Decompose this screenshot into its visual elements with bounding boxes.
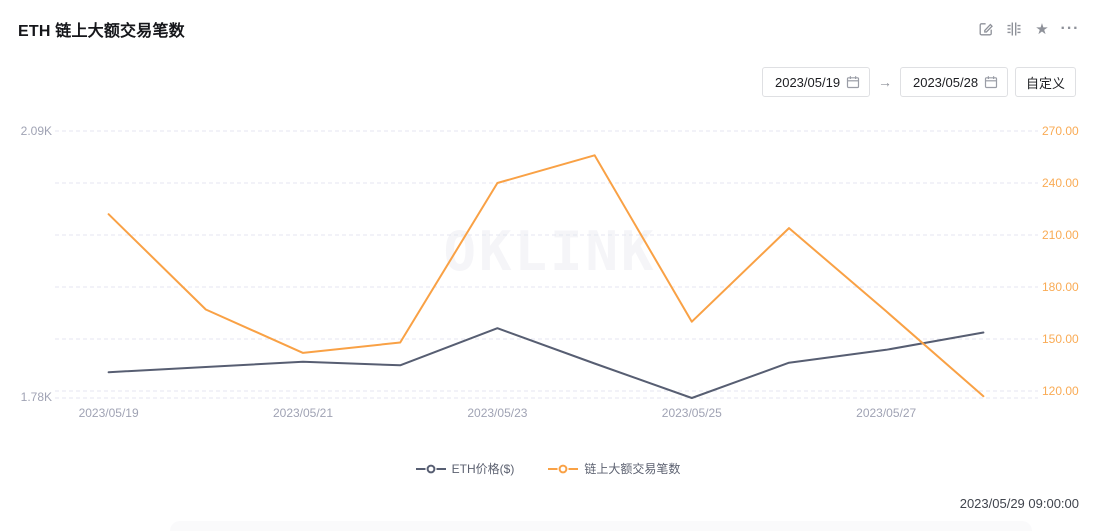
date-arrow-icon: → [877, 74, 892, 90]
legend-label: ETH价格($) [451, 462, 515, 476]
series-line-1 [107, 154, 985, 398]
legend-item-eth-price[interactable]: ETH价格($) [415, 460, 515, 477]
y-right-tick: 180.00 [1042, 280, 1079, 294]
y-right-tick: 270.00 [1042, 124, 1079, 138]
y-left-max: 2.09K [20, 124, 52, 138]
start-date-value: 2023/05/19 [774, 74, 841, 90]
legend-label: 链上大额交易笔数 [584, 462, 681, 476]
indicator-compare-icon[interactable] [1005, 20, 1023, 38]
x-axis-tick: 2023/05/25 [661, 406, 722, 420]
legend-line-marker-icon [415, 464, 446, 473]
y-right-tick: 150.00 [1042, 332, 1079, 346]
last-updated-timestamp: 2023/05/29 09:00:00 [959, 496, 1079, 511]
toolbar-icons: ★ ··· [977, 20, 1079, 38]
y-right-tick: 240.00 [1042, 176, 1079, 190]
x-axis-tick: 2023/05/19 [78, 406, 139, 420]
next-panel-edge [170, 521, 1032, 531]
edit-share-icon[interactable] [977, 20, 995, 38]
series-line-0 [107, 327, 985, 399]
line-chart-plot[interactable] [0, 0, 1096, 440]
start-date-input[interactable]: 2023/05/19 [761, 67, 870, 97]
favorite-star-icon[interactable]: ★ [1035, 20, 1049, 38]
end-date-value: 2023/05/28 [912, 74, 979, 90]
y-right-tick: 120.00 [1042, 384, 1079, 398]
page-title: ETH 链上大额交易笔数 [18, 23, 185, 40]
y-right-tick: 210.00 [1042, 228, 1079, 242]
x-axis-tick: 2023/05/27 [856, 406, 917, 420]
oklink-watermark: OKLINK [443, 220, 657, 283]
custom-range-button[interactable]: 自定义 [1014, 67, 1076, 97]
date-range-picker: 2023/05/19 → 2023/05/28 自定义 [761, 67, 1076, 97]
more-options-icon[interactable]: ··· [1060, 20, 1080, 37]
legend-line-marker-icon [548, 464, 579, 473]
x-axis-tick: 2023/05/23 [467, 406, 528, 420]
x-axis-tick: 2023/05/21 [272, 406, 334, 420]
end-date-input[interactable]: 2023/05/28 [899, 67, 1008, 97]
y-left-min: 1.78K [20, 390, 52, 404]
calendar-icon [846, 76, 860, 89]
chart-legend: ETH价格($) 链上大额交易笔数 [0, 460, 1096, 477]
calendar-icon [984, 76, 998, 89]
legend-item-large-tx-count[interactable]: 链上大额交易笔数 [548, 460, 680, 477]
